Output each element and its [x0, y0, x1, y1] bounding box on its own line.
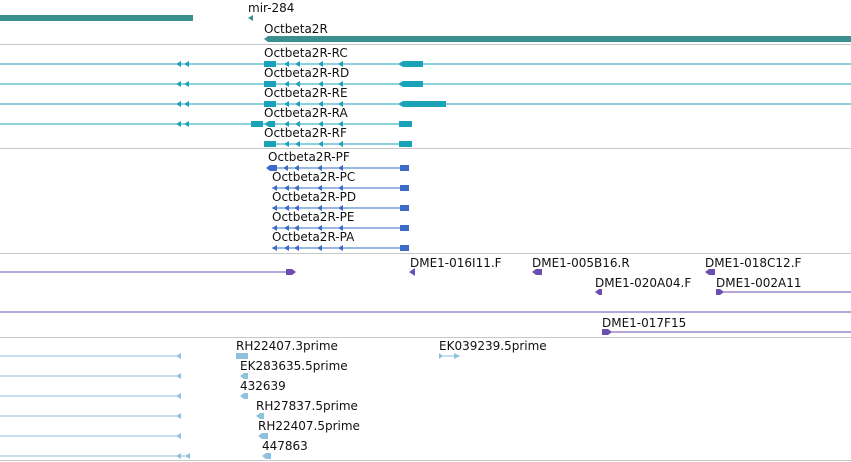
gene-track	[0, 15, 851, 42]
transcript-rc-feature[interactable]	[0, 61, 851, 67]
protein-track	[266, 165, 409, 251]
rh27837-5prime-feature[interactable]	[0, 413, 264, 419]
protein-label-pc[interactable]: Octbeta2R-PC	[272, 170, 356, 184]
clone-label-dme1-005b16-r[interactable]: DME1-005B16.R	[532, 256, 630, 270]
mir-284-feature[interactable]	[248, 15, 253, 21]
transcript-track	[0, 61, 851, 147]
dme1-020a04-f-feature[interactable]	[595, 289, 602, 295]
est-432639-feature[interactable]	[0, 393, 248, 399]
track-separator-gene	[0, 44, 851, 45]
est-447863-feature[interactable]	[0, 453, 271, 459]
protein-label-pa[interactable]: Octbeta2R-PA	[272, 230, 355, 244]
track-separator-protein	[0, 253, 851, 254]
dme1-016i11-f-feature[interactable]	[409, 268, 415, 276]
est-label-447863[interactable]: 447863	[262, 439, 308, 453]
est-label-rh22407-5prime[interactable]: RH22407.5prime	[258, 419, 360, 433]
protein-pc-feature[interactable]	[272, 185, 409, 191]
transcript-rf-feature[interactable]	[264, 141, 412, 147]
clone-label-dme1-018c12-f[interactable]: DME1-018C12.F	[705, 256, 802, 270]
clone-label-dme1-020a04-f[interactable]: DME1-020A04.F	[595, 276, 692, 290]
rh22407-5prime-feature[interactable]	[0, 433, 268, 439]
track-separator-transcript	[0, 148, 851, 149]
dme1-005b16-r-feature[interactable]	[532, 269, 542, 275]
transcript-label-rd[interactable]: Octbeta2R-RD	[264, 66, 350, 80]
est-label-rh22407-3prime[interactable]: RH22407.3prime	[236, 339, 338, 353]
gene-label-mir-284[interactable]: mir-284	[248, 1, 295, 15]
clone-label-dme1-002a11[interactable]: DME1-002A11	[716, 276, 802, 290]
dme1-018c12-f-feature[interactable]	[705, 269, 715, 275]
transcript-ra-feature[interactable]	[0, 121, 412, 127]
clone-track	[0, 268, 851, 335]
est-label-ek039239-5prime[interactable]: EK039239.5prime	[439, 339, 547, 353]
protein-label-pf[interactable]: Octbeta2R-PF	[268, 150, 350, 164]
gene-feature-left[interactable]	[0, 15, 193, 21]
rh22407-3prime-feature[interactable]	[0, 353, 248, 359]
transcript-label-re[interactable]: Octbeta2R-RE	[264, 86, 348, 100]
protein-pd-feature[interactable]	[272, 205, 409, 211]
clone-label-dme1-016i11-f[interactable]: DME1-016I11.F	[410, 256, 502, 270]
octbeta2r-gene-feature[interactable]	[264, 36, 851, 42]
est-track	[0, 353, 460, 459]
transcript-rd-feature[interactable]	[0, 81, 851, 87]
est-label-ek283635-5prime[interactable]: EK283635.5prime	[240, 359, 348, 373]
ek039239-5prime-feature[interactable]	[439, 353, 460, 359]
clone-left-feature[interactable]	[0, 269, 296, 275]
protein-pa-feature[interactable]	[272, 245, 409, 251]
protein-pe-feature[interactable]	[272, 225, 409, 231]
transcript-label-rc[interactable]: Octbeta2R-RC	[264, 46, 348, 60]
ek283635-5prime-feature[interactable]	[0, 373, 248, 379]
protein-label-pd[interactable]: Octbeta2R-PD	[272, 190, 357, 204]
dme1-002a11-feature[interactable]	[716, 289, 851, 295]
transcript-label-ra[interactable]: Octbeta2R-RA	[264, 106, 348, 120]
protein-label-pe[interactable]: Octbeta2R-PE	[272, 210, 355, 224]
protein-pf-feature[interactable]	[266, 165, 409, 171]
est-label-rh27837-5prime[interactable]: RH27837.5prime	[256, 399, 358, 413]
track-separator-clone	[0, 337, 851, 338]
est-label-432639[interactable]: 432639	[240, 379, 286, 393]
dme1-017f15-feature[interactable]	[602, 329, 851, 335]
transcript-re-feature[interactable]	[0, 101, 851, 107]
transcript-label-rf[interactable]: Octbeta2R-RF	[264, 126, 347, 140]
clone-label-dme1-017f15[interactable]: DME1-017F15	[602, 316, 687, 330]
track-separator-bottom	[0, 460, 851, 461]
gene-label-octbeta2r[interactable]: Octbeta2R	[264, 22, 328, 36]
